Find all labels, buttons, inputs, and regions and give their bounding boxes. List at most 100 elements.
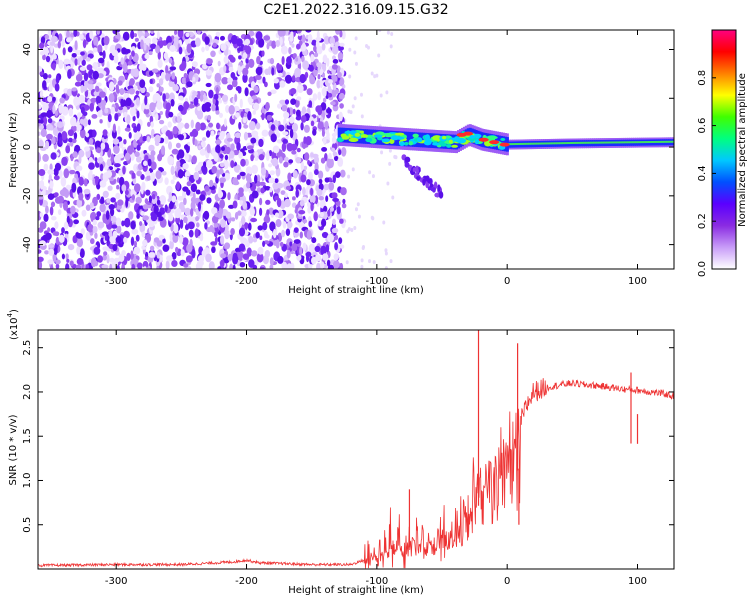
spectrogram-cell xyxy=(215,144,221,154)
spectrogram-cell xyxy=(144,95,148,106)
spectrogram-cell xyxy=(172,126,178,135)
spectrogram-cell xyxy=(182,237,189,247)
spectrogram-cell xyxy=(144,53,150,60)
spectrogram-cell xyxy=(177,195,184,201)
spectrogram-cell xyxy=(223,258,230,264)
spectrogram-cell xyxy=(106,158,111,167)
spectrogram-cell xyxy=(256,174,261,183)
spectrogram-cell xyxy=(408,131,412,147)
spectrogram-cell xyxy=(309,194,316,204)
spectrogram-cell xyxy=(379,93,383,98)
spectrogram-cell xyxy=(320,245,327,256)
spectrogram-cell xyxy=(186,181,192,187)
spectrogram-cell xyxy=(66,37,72,43)
spectrogram-cell xyxy=(220,43,227,52)
spectrogram-cell xyxy=(331,64,338,70)
spectrogram-cell xyxy=(348,74,352,79)
spectrogram-cell xyxy=(587,141,591,144)
spectrogram-cell xyxy=(69,169,76,175)
spectrogram-cell xyxy=(115,84,120,92)
spectrogram-cell xyxy=(88,162,95,170)
spectrogram-cell xyxy=(172,84,179,92)
spectrogram-cell xyxy=(285,74,292,84)
spectrogram-cell xyxy=(174,30,178,35)
spectrogram-cell xyxy=(252,264,258,269)
colorbar-tick-label: 0.0 xyxy=(697,261,708,277)
spectrogram-cell xyxy=(301,34,306,44)
spectrogram-cell xyxy=(317,121,324,130)
spectrogram-cell xyxy=(177,134,185,140)
spectrogram-cell xyxy=(203,210,210,220)
spectrogram-cell xyxy=(320,261,325,269)
spectrogram-cell xyxy=(175,246,179,253)
y-tick-label: 0.5 xyxy=(22,517,33,533)
spectrogram-cell xyxy=(54,221,59,230)
spectrogram-cell xyxy=(214,212,222,218)
spectrogram-cell xyxy=(85,132,90,138)
spectrogram-cell xyxy=(177,122,185,129)
spectrogram-cell xyxy=(229,150,235,159)
spectrogram-cell xyxy=(128,211,134,220)
spectrogram-cell xyxy=(556,142,560,145)
spectrogram-cell xyxy=(451,144,458,148)
spectrogram-cell xyxy=(76,237,84,248)
spectrogram-cell xyxy=(255,74,262,80)
spectrogram-cell xyxy=(308,171,313,181)
spectrogram-cell xyxy=(38,131,41,137)
spectrogram-cell xyxy=(338,92,345,100)
spectrogram-cell xyxy=(340,133,347,138)
spectrogram-cell xyxy=(340,187,347,196)
spectrogram-cell xyxy=(273,120,279,126)
spectrogram-cell xyxy=(161,170,167,176)
spectrogram-cell xyxy=(169,239,174,250)
spectrogram-cell xyxy=(125,197,129,208)
spectrogram-cell xyxy=(75,232,80,237)
spectrogram-cell xyxy=(339,42,345,47)
spectrogram-cell xyxy=(208,89,214,99)
spectrogram-cell xyxy=(97,73,104,79)
spectrogram-cell xyxy=(150,128,155,139)
spectrogram-cell xyxy=(234,93,238,103)
spectrogram-cell xyxy=(71,182,77,193)
spectrogram-cell xyxy=(360,114,364,119)
spectrogram-cell xyxy=(574,141,578,144)
spectrogram-cell xyxy=(629,141,633,144)
spectrogram-cell xyxy=(97,156,104,163)
spectrogram-cell xyxy=(64,230,69,235)
spectrogram-cell xyxy=(437,184,441,192)
spectrogram-cell xyxy=(177,169,184,179)
spectrogram-cell xyxy=(154,134,161,144)
spectrogram-cell xyxy=(530,142,534,145)
colorbar: 0.0 0.2 0.4 0.6 0.8 Normalized spectral ampl… xyxy=(697,29,748,277)
spectrogram-cell xyxy=(386,30,390,35)
spectrogram-cell xyxy=(318,178,323,184)
spectrogram-cell xyxy=(83,72,89,82)
spectrogram-cell xyxy=(512,143,516,146)
spectrogram-cell xyxy=(76,198,83,208)
spectrogram-cell xyxy=(245,45,252,55)
spectrogram-cell xyxy=(271,40,277,49)
spectrogram-cell xyxy=(221,146,225,152)
spectrogram-cell xyxy=(127,145,134,155)
figure-title: C2E1.2022.316.09.15.G32 xyxy=(263,2,448,18)
y-tick-label: -20 xyxy=(22,188,33,204)
spectrogram-cell xyxy=(130,106,136,117)
spectrogram-cell xyxy=(46,133,53,140)
spectrogram-cell xyxy=(63,201,68,211)
spectrogram-cell xyxy=(78,176,84,186)
spectrogram-cell xyxy=(378,30,382,33)
y-tick-label: 40 xyxy=(22,43,33,56)
spectrogram-cell xyxy=(211,104,216,112)
spectrogram-cell xyxy=(284,192,289,198)
spectrogram-cell xyxy=(606,141,610,144)
spectrogram-cell xyxy=(150,121,154,128)
spectrogram-cell xyxy=(133,125,138,133)
spectrogram-cell xyxy=(331,227,339,234)
spectrogram-cell xyxy=(118,241,124,248)
spectrogram-cell xyxy=(377,53,381,58)
spectrogram-cell xyxy=(111,129,117,139)
spectrogram-cell xyxy=(382,220,386,225)
spectrogram-cell xyxy=(259,266,265,269)
spectrogram-cell xyxy=(281,261,288,269)
